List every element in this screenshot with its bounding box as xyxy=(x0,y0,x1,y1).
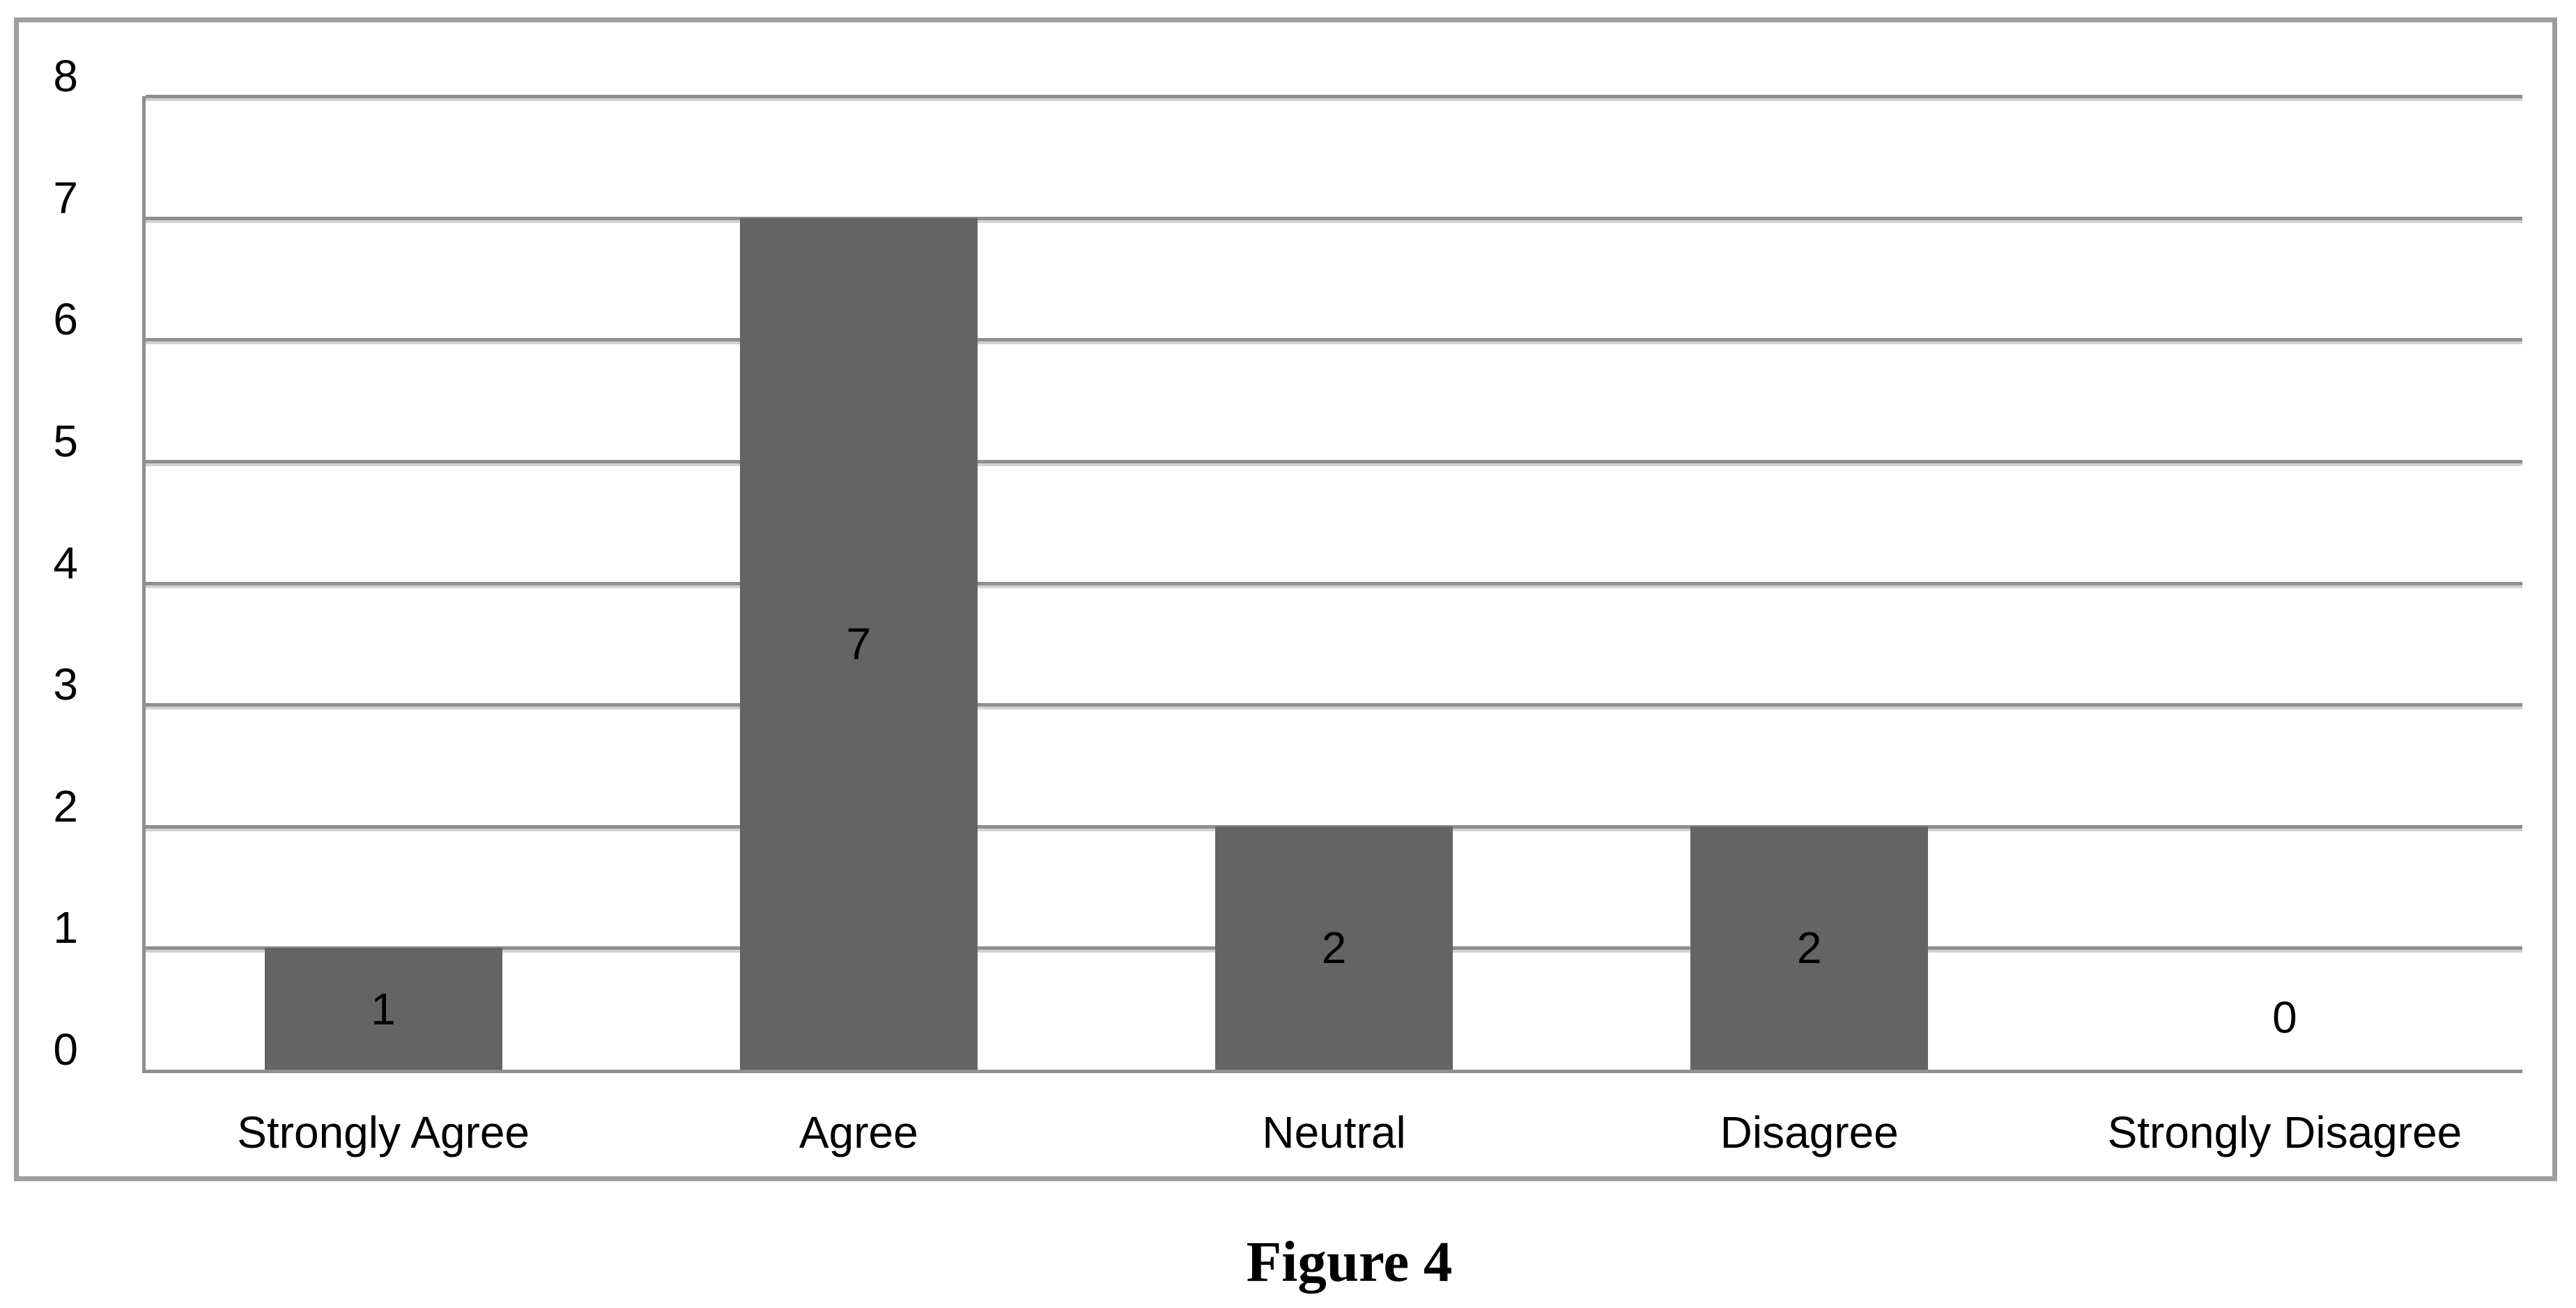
y-axis-label-6: 6 xyxy=(53,294,78,345)
y-axis-tick-labels: 0 1 2 3 4 5 6 7 8 xyxy=(0,0,78,1308)
bar-slot: 2 xyxy=(1096,96,1571,1070)
gridline-y8 xyxy=(146,95,2522,98)
y-axis-label-8: 8 xyxy=(53,51,78,101)
bar-slot: 7 xyxy=(621,96,1096,1070)
bar-strongly-agree xyxy=(264,948,502,1070)
category-label-strongly-disagree: Strongly Disagree xyxy=(2107,1107,2462,1157)
bar-value-label: 2 xyxy=(1796,923,1822,974)
y-axis-label-5: 5 xyxy=(53,415,78,466)
bar-slot: 0 xyxy=(2047,96,2522,1070)
gridline-y3 xyxy=(146,703,2522,707)
y-axis-label-1: 1 xyxy=(53,902,78,953)
gridline-y7 xyxy=(146,216,2522,220)
category-label-disagree: Disagree xyxy=(1720,1107,1899,1157)
bar-series: 1 7 2 2 0 xyxy=(146,96,2522,1070)
x-axis-category-labels: Strongly Agree Agree Neutral Disagree Strong… xyxy=(146,1091,2522,1174)
y-axis-label-2: 2 xyxy=(53,780,78,831)
category-label-neutral: Neutral xyxy=(1262,1107,1406,1157)
gridline-y6 xyxy=(146,338,2522,342)
bar-neutral xyxy=(1214,826,1453,1070)
y-axis-label-0: 0 xyxy=(53,1024,78,1075)
bar-value-label: 0 xyxy=(2272,992,2297,1042)
y-axis-label-3: 3 xyxy=(53,659,78,710)
bar-slot: 1 xyxy=(146,96,621,1070)
category-label-strongly-agree: Strongly Agree xyxy=(237,1107,530,1157)
y-axis-label-7: 7 xyxy=(53,172,78,223)
plot-area: 1 7 2 2 0 xyxy=(142,95,2522,1073)
gridline-y4 xyxy=(146,581,2522,585)
bar-disagree xyxy=(1690,826,1929,1070)
category-label-agree: Agree xyxy=(799,1107,918,1157)
y-axis-label-4: 4 xyxy=(53,537,78,588)
figure-caption: Figure 4 xyxy=(1246,1229,1453,1293)
bar-value-label: 7 xyxy=(846,618,872,669)
bar-value-label: 1 xyxy=(371,983,396,1034)
chart-outer-border: 1 7 2 2 0 Strongly Agree Agree Neutral Disagree… xyxy=(14,17,2557,1181)
bar-value-label: 2 xyxy=(1321,923,1347,974)
gridline-y5 xyxy=(146,459,2522,463)
bar-slot: 2 xyxy=(1572,96,2047,1070)
bar-agree xyxy=(739,217,978,1070)
